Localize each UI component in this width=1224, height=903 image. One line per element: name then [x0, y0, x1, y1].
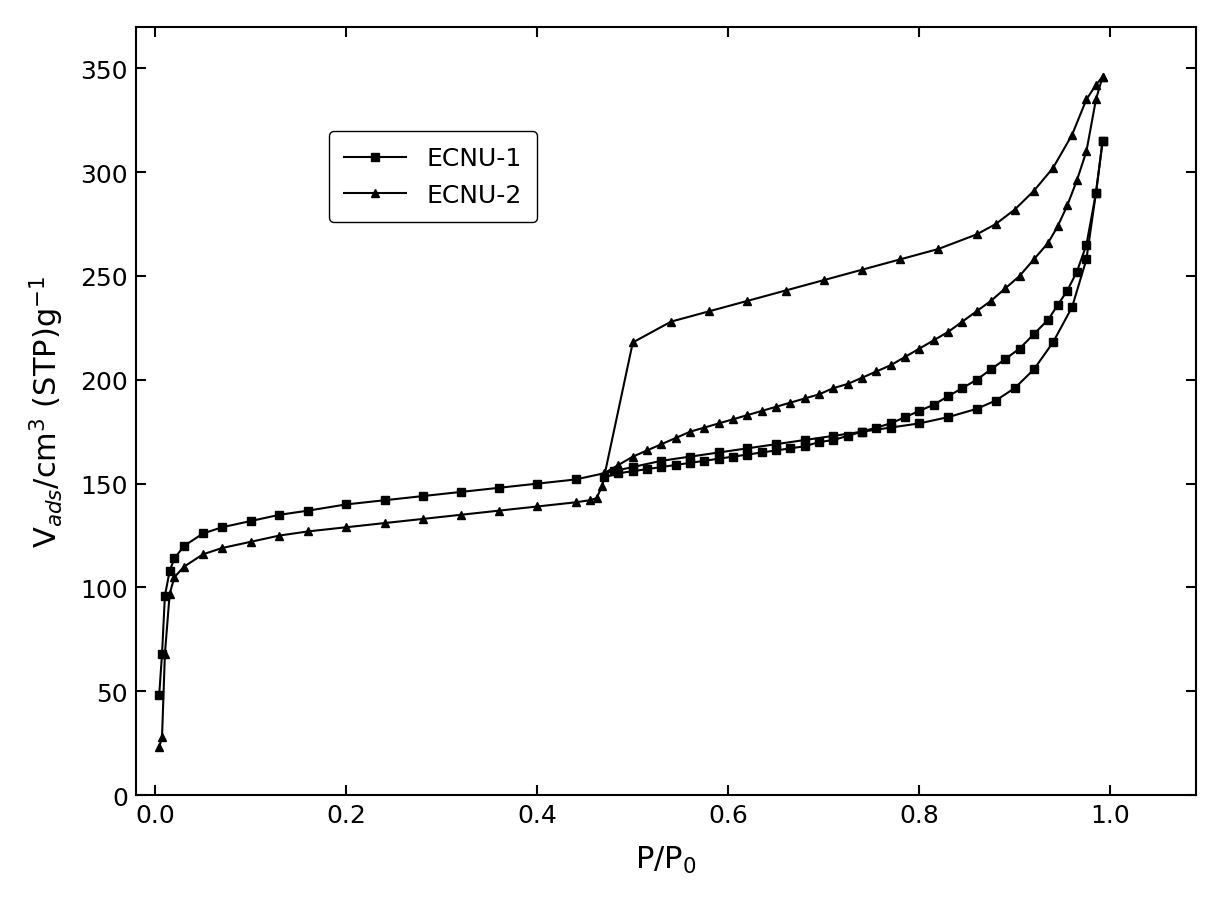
- Legend: ECNU-1, ECNU-2: ECNU-1, ECNU-2: [329, 133, 537, 223]
- Y-axis label: V$_{ads}$/cm$^3$ (STP)g$^{-1}$: V$_{ads}$/cm$^3$ (STP)g$^{-1}$: [28, 275, 66, 547]
- X-axis label: P/P$_0$: P/P$_0$: [635, 844, 696, 875]
